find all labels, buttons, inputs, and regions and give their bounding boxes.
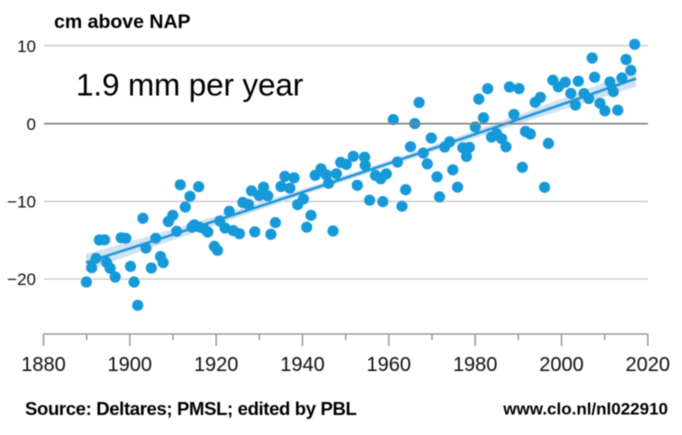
svg-text:1940: 1940: [280, 354, 325, 376]
svg-text:1920: 1920: [194, 354, 239, 376]
svg-text:0: 0: [27, 115, 36, 134]
svg-text:10: 10: [17, 37, 36, 56]
svg-text:2020: 2020: [626, 354, 671, 376]
svg-text:1880: 1880: [21, 354, 66, 376]
svg-text:2000: 2000: [539, 354, 584, 376]
svg-text:1960: 1960: [367, 354, 412, 376]
svg-text:www.clo.nl/nl022910: www.clo.nl/nl022910: [502, 400, 668, 419]
svg-text:1.9 mm per year: 1.9 mm per year: [76, 67, 303, 103]
svg-text:cm above NAP: cm above NAP: [54, 11, 191, 33]
svg-text:1980: 1980: [453, 354, 498, 376]
svg-text:−10: −10: [7, 193, 36, 212]
svg-text:Source: Deltares; PMSL; edited: Source: Deltares; PMSL; edited by PBL: [25, 398, 356, 419]
svg-text:1900: 1900: [108, 354, 153, 376]
svg-text:−20: −20: [7, 270, 36, 289]
